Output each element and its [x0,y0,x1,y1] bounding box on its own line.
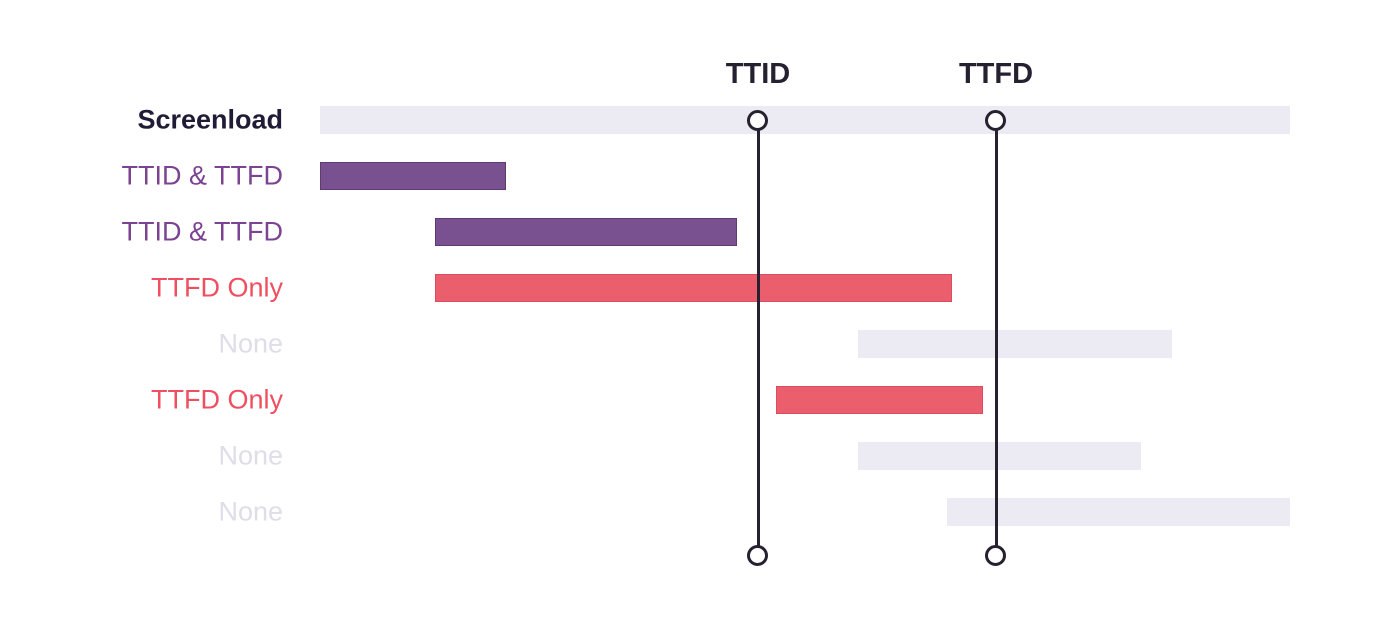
timeline-bar-lavender [858,442,1141,470]
marker-top-circle-ttid [747,110,768,131]
row-label-none: None [218,440,283,471]
timeline-bar-purple [435,218,737,246]
row-label-screenload: Screenload [137,104,283,135]
timeline-bar-lavender [947,498,1290,526]
marker-bottom-circle-ttfd [985,545,1006,566]
marker-line-ttfd [994,121,998,556]
marker-label-ttid: TTID [725,58,791,90]
timeline-bar-red [776,386,983,414]
timeline-bar-lavender [320,106,1290,134]
marker-bottom-circle-ttid [747,545,768,566]
row-label-ttfd-only: TTFD Only [151,384,283,415]
marker-label-ttfd: TTFD [958,58,1034,90]
row-label-none: None [218,328,283,359]
row-label-ttid-ttfd: TTID & TTFD [121,160,284,191]
row-label-ttid-ttfd: TTID & TTFD [121,216,284,247]
row-label-none: None [218,496,283,527]
marker-top-circle-ttfd [985,110,1006,131]
timeline-bar-lavender [858,330,1172,358]
timeline-bar-purple [320,162,506,190]
timeline-bar-red [435,274,952,302]
row-label-ttfd-only: TTFD Only [151,272,283,303]
marker-line-ttid [756,121,760,556]
